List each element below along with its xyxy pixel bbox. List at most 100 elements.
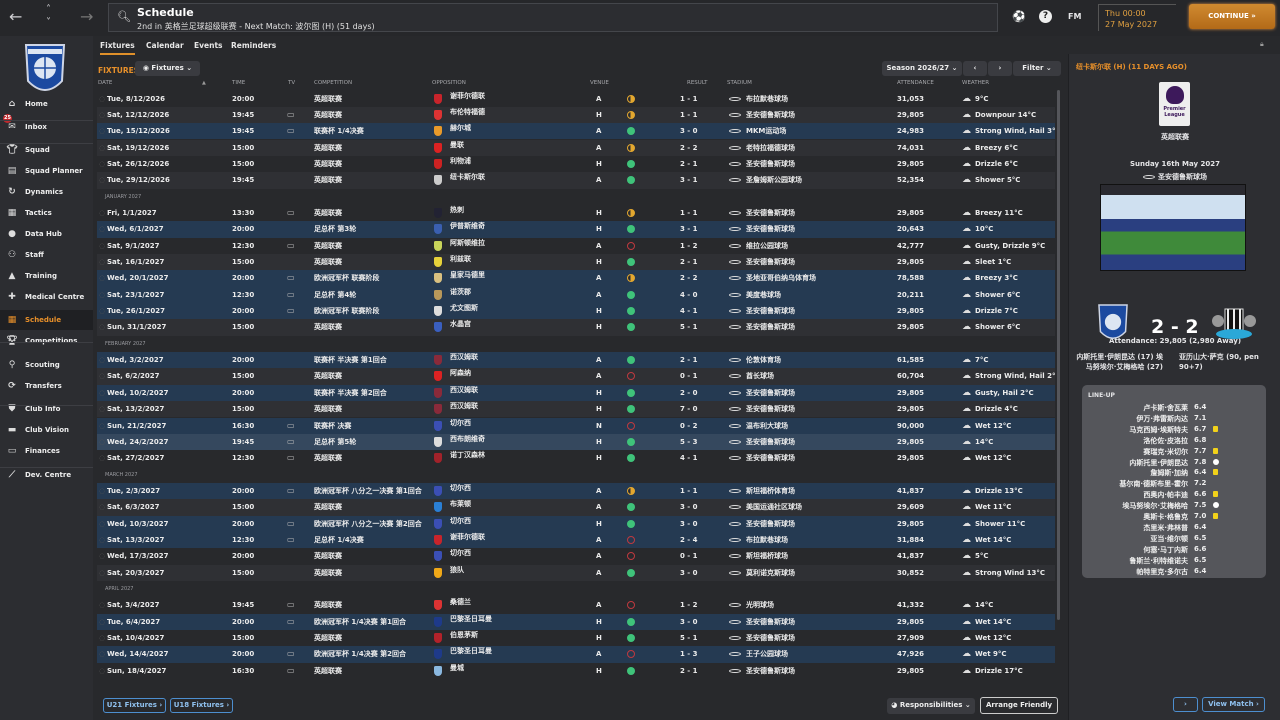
chevron-up-icon[interactable]: ˄ [46,4,51,15]
select-checkbox[interactable]: ◌ [99,225,106,234]
prev-season-button[interactable]: ‹ [963,61,987,76]
opposition-name[interactable]: 赫尔城 [450,124,471,133]
select-checkbox[interactable]: ◌ [99,650,106,659]
select-checkbox[interactable]: ◌ [99,241,106,250]
tab-calendar[interactable]: Calendar [146,41,184,50]
opposition-name[interactable]: 伊普斯维奇 [450,222,485,231]
column-header-weather[interactable]: WEATHER [962,80,990,86]
select-checkbox[interactable]: ◌ [99,143,106,152]
opposition-name[interactable]: 切尔西 [450,516,471,525]
table-row[interactable]: ◌ Sun, 31/1/2027 15:00 英超联赛 水晶宫 H 5 - 1 圣安德鲁斯球场… [97,319,1055,336]
select-checkbox[interactable]: ◌ [99,372,106,381]
globe-icon[interactable]: ⚽ [1012,10,1026,23]
sidebar-item-data-hub[interactable]: ● Data Hub [0,224,93,244]
sidebar-item-scouting[interactable]: ⚲ Scouting [0,355,93,375]
sidebar-item-squad[interactable]: 👕︎ Squad [0,140,93,160]
select-checkbox[interactable]: ◌ [99,634,106,643]
continue-button[interactable]: CONTINUE » [1189,4,1275,29]
table-row[interactable]: ◌ Sat, 26/12/2026 15:00 英超联赛 利物浦 H 2 - 1 圣安德鲁斯球… [97,156,1055,172]
opposition-name[interactable]: 热刺 [450,205,464,214]
opposition-name[interactable]: 西汉姆联 [450,353,478,362]
table-row[interactable]: ◌ Wed, 17/3/2027 20:00 英超联赛 切尔西 A 0 - 1 斯坦福桥球场 4… [97,548,1055,564]
table-row[interactable]: ◌ Sat, 3/4/2027 19:45 ▭ 英超联赛 桑德兰 A 1 - 2 光明球场 41,… [97,597,1055,613]
table-row[interactable]: ◌ Sun, 21/2/2027 16:30 ▭ 联赛杯 决赛 切尔西 N 0 - 2 温布利大… [97,417,1055,434]
table-row[interactable]: ◌ Sat, 13/2/2027 15:00 英超联赛 西汉姆联 H 7 - 0 圣安德鲁斯球… [97,401,1055,418]
select-checkbox[interactable]: ◌ [99,208,106,217]
select-checkbox[interactable]: ◌ [99,159,106,168]
lineup-player[interactable]: 马克西姆·埃斯特夫 6.7 [1082,425,1266,437]
u21-fixtures-button[interactable]: U21 Fixtures › [103,698,166,713]
table-row[interactable]: ◌ Sat, 6/3/2027 15:00 英超联赛 布莱顿 A 3 - 0 美国运通社区球场… [97,499,1055,516]
opposition-name[interactable]: 阿森纳 [450,369,471,378]
select-checkbox[interactable]: ◌ [99,290,106,299]
table-row[interactable]: ◌ Wed, 10/2/2027 20:00 联赛杯 半决赛 第2回合 西汉姆联 H 2 -… [97,384,1055,402]
fm-menu[interactable]: FM [1068,12,1082,21]
lineup-player[interactable]: 亚当·维尔顿 6.5 [1082,534,1266,546]
u18-fixtures-button[interactable]: U18 Fixtures › [170,698,233,713]
opposition-name[interactable]: 利物浦 [450,156,471,165]
select-checkbox[interactable]: ◌ [99,535,106,544]
select-checkbox[interactable]: ◌ [99,617,106,626]
table-row[interactable]: ◌ Sat, 20/3/2027 15:00 英超联赛 狼队 A 3 - 0 莫利诺克斯球场 3… [97,564,1055,581]
table-row[interactable]: ◌ Sat, 19/12/2026 15:00 英超联赛 曼联 A 2 - 2 老特拉福德球场… [97,139,1055,156]
table-row[interactable]: ◌ Wed, 6/1/2027 20:00 足总杯 第3轮 伊普斯维奇 H 3 - 1 圣安德… [97,221,1055,238]
select-checkbox[interactable]: ◌ [99,437,106,446]
sidebar-item-transfers[interactable]: ⟳ Transfers [0,376,93,396]
opposition-name[interactable]: 桑德兰 [450,598,471,607]
opposition-name[interactable]: 水晶宫 [450,320,471,329]
select-checkbox[interactable]: ◌ [99,274,106,283]
fixtures-view-dropdown[interactable]: ◉ Fixtures ⌄ [135,61,200,76]
lineup-player[interactable]: 赛瑞克·米切尔 7.7 [1082,447,1266,459]
table-row[interactable]: ◌ Sat, 16/1/2027 15:00 英超联赛 利兹联 H 2 - 1 圣安德鲁斯球场… [97,254,1055,271]
select-checkbox[interactable]: ◌ [99,568,106,577]
opposition-name[interactable]: 皇家马德里 [450,271,485,280]
lineup-player[interactable]: 伊万·弗雷斯内达 7.1 [1082,414,1266,426]
opposition-name[interactable]: 西汉姆联 [450,402,478,411]
lineup-player[interactable]: 奥斯卡·格鲁克 7.0 [1082,512,1266,524]
table-row[interactable]: ◌ Sat, 13/3/2027 12:30 ▭ 足总杯 1/4决赛 谢菲尔德联 A 2 - … [97,531,1055,549]
select-checkbox[interactable]: ◌ [99,258,106,266]
opposition-name[interactable]: 利兹联 [450,255,471,263]
filter-dropdown[interactable]: Filter ⌄ [1013,61,1061,76]
table-row[interactable]: ◌ Tue, 6/4/2027 20:00 ▭ 欧洲冠军杯 1/4决赛 第1回合 巴黎圣日… [97,613,1055,630]
select-checkbox[interactable]: ◌ [99,421,106,430]
table-row[interactable]: ◌ Wed, 10/3/2027 20:00 ▭ 欧洲冠军杯 八分之一决赛 第2回合 切尔… [97,515,1055,532]
column-header-date[interactable]: DATE [98,80,113,86]
select-checkbox[interactable]: ◌ [99,110,106,119]
game-date[interactable]: Thu 00:00 27 May 2027 [1098,4,1176,31]
column-header-venue[interactable]: VENUE [590,80,609,86]
opposition-name[interactable]: 巴黎圣日耳曼 [450,647,492,656]
table-row[interactable]: ◌ Sat, 27/2/2027 12:30 ▭ 英超联赛 诺丁汉森林 H 4 - 1 圣安德鲁… [97,450,1055,466]
table-row[interactable]: ◌ Sat, 6/2/2027 15:00 英超联赛 阿森纳 A 0 - 1 酋长球场 60,7… [97,368,1055,385]
opposition-name[interactable]: 曼城 [450,663,464,672]
sidebar-item-dynamics[interactable]: ↻ Dynamics [0,182,93,202]
lock-icon[interactable]: 🔒︎ [1260,40,1264,48]
sidebar-item-finances[interactable]: ▭ Finances [0,441,93,461]
select-checkbox[interactable]: ◌ [99,94,106,103]
select-checkbox[interactable]: ◌ [99,552,106,561]
table-row[interactable]: ◌ Sun, 18/4/2027 16:30 ▭ 英超联赛 曼城 H 2 - 1 圣安德鲁斯球场… [97,663,1055,679]
opposition-name[interactable]: 诺茨郡 [450,287,471,296]
opposition-name[interactable]: 阿斯顿维拉 [450,238,485,247]
view-match-button[interactable]: View Match › [1202,697,1265,712]
table-row[interactable]: ◌ Tue, 26/1/2027 20:00 ▭ 欧洲冠军杯 联赛阶段 尤文图斯 H 4 - … [97,303,1055,320]
sidebar-item-dev-centre[interactable]: ⟋ Dev. Centre [0,465,93,485]
sidebar-item-inbox[interactable]: ✉ 25 Inbox [0,114,93,137]
select-checkbox[interactable]: ◌ [99,503,106,512]
select-checkbox[interactable]: ◌ [99,666,106,675]
opposition-name[interactable]: 伯恩茅斯 [450,631,478,640]
table-row[interactable]: ◌ Tue, 29/12/2026 19:45 英超联赛 纽卡斯尔联 A 3 - 1 圣詹姆斯… [97,172,1055,189]
sidebar-item-tactics[interactable]: ▦ Tactics [0,203,93,223]
sidebar-item-squad-planner[interactable]: ▤ Squad Planner [0,161,93,181]
column-header-tv[interactable]: TV [288,80,296,86]
table-row[interactable]: ◌ Fri, 1/1/2027 13:30 ▭ 英超联赛 热刺 H 1 - 1 圣安德鲁斯球场 2… [97,205,1055,221]
responsibilities-dropdown[interactable]: ◕ Responsibilities ⌄ [887,698,975,714]
tab-reminders[interactable]: Reminders [231,41,277,50]
opposition-name[interactable]: 巴黎圣日耳曼 [450,614,492,623]
table-row[interactable]: ◌ Tue, 2/3/2027 20:00 ▭ 欧洲冠军杯 八分之一决赛 第1回合 切尔西… [97,482,1055,500]
tab-fixtures[interactable]: Fixtures [100,41,135,55]
table-row[interactable]: ◌ Sat, 12/12/2026 19:45 ▭ 英超联赛 布伦特福德 H 1 - 1 圣安德… [97,106,1055,124]
select-checkbox[interactable]: ◌ [99,601,106,610]
lineup-player[interactable]: 埃马努埃尔·艾梅格哈 7.5 [1082,501,1266,513]
column-header-result[interactable]: RESULT [687,80,708,86]
